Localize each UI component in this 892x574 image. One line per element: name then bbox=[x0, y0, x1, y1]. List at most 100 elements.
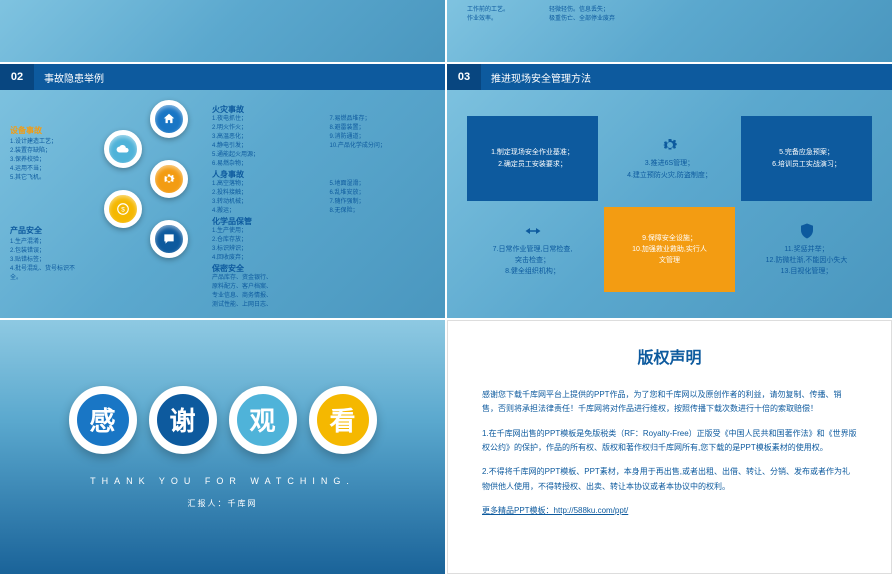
node-home-icon bbox=[150, 100, 188, 138]
gear-icon bbox=[661, 136, 679, 154]
slide4-number: 03 bbox=[447, 64, 481, 90]
slide5-body: 感 谢 观 看 THANK YOU FOR WATCHING. 汇报人：千库网 bbox=[0, 320, 445, 574]
text: 10.产品化学成分问； bbox=[330, 142, 436, 151]
slide4-title: 推进现场安全管理方法 bbox=[481, 70, 591, 85]
slide4-grid: 1.制定现场安全作业基准；2.确定员工安装要求； 3.推进6S管理；4.建立预防火… bbox=[447, 90, 892, 318]
cell-lines: 11.奖惩并举；12.防微杜渐,不能因小失大13.目视化管理； bbox=[766, 244, 848, 278]
text: 8.健全组织机构； bbox=[493, 266, 573, 277]
text: 9.保障安全设施； bbox=[632, 233, 707, 244]
category-label: 人身事故 bbox=[212, 169, 435, 180]
text: 6.乱堆安放； bbox=[330, 189, 436, 198]
category-block: 人身事故1.高空落物；2.投料接触；3.转动机械；4.搬运；5.地面湿滑；6.乱… bbox=[212, 169, 435, 216]
text: 6.易燃杂物； bbox=[212, 160, 318, 169]
text: 1.夜电抓住； bbox=[212, 115, 318, 124]
method-cell: 11.奖惩并举；12.防微杜渐,不能因小失大13.目视化管理； bbox=[741, 207, 872, 292]
text: 6.培训员工实战演习； bbox=[772, 159, 841, 170]
presenter-label: 汇报人：千库网 bbox=[188, 498, 258, 509]
text: 11.奖惩并举； bbox=[766, 244, 848, 255]
category-lines: 产品库存、资金银行、原料配方、客户档案、专业信息、商务情报、测试性能、上网日志、 bbox=[212, 274, 435, 310]
slide6-body: 版权声明 感谢您下载千库网平台上提供的PPT作品，为了您和千库网以及原创作者的利… bbox=[448, 321, 891, 553]
text: 作业效率。 bbox=[467, 13, 509, 22]
category-block: 保密安全产品库存、资金银行、原料配方、客户档案、专业信息、商务情报、测试性能、上… bbox=[212, 263, 435, 310]
text: 13.目视化管理； bbox=[766, 266, 848, 277]
slide3-body: 设备事故 1.设计建造工艺； 2.装置存缺陷； 3.保养校验； 4.运用不当； … bbox=[0, 90, 445, 318]
text: 1.制定现场安全作业基准； bbox=[491, 147, 574, 158]
node-chat-icon bbox=[150, 220, 188, 258]
text: 5.通能起火用源； bbox=[212, 151, 318, 160]
slide-safety-methods: 03 推进现场安全管理方法 1.制定现场安全作业基准；2.确定员工安装要求； 3.… bbox=[447, 64, 892, 318]
text: 12.防微杜渐,不能因小失大 bbox=[766, 255, 848, 266]
thank-english: THANK YOU FOR WATCHING. bbox=[90, 476, 355, 486]
slide-2-partial: 工作前的工艺。 作业效率。 轻微轻伤。信息丢失； 极重伤亡、全部停业废弃 bbox=[447, 0, 892, 62]
cell-lines: 3.推进6S管理；4.建立预防火灾,防盗制度； bbox=[627, 158, 712, 180]
cell-lines: 1.制定现场安全作业基准；2.确定员工安装要求； bbox=[491, 147, 574, 169]
circle-char-4: 看 bbox=[309, 386, 377, 454]
text: 极重伤亡、全部停业废弃 bbox=[549, 13, 615, 22]
category-label: 产品安全 bbox=[10, 225, 80, 236]
text: 4.建立预防火灾,防盗制度； bbox=[627, 170, 712, 181]
method-cell: 3.推进6S管理；4.建立预防火灾,防盗制度； bbox=[604, 116, 735, 201]
text: 3.保养校验； bbox=[10, 156, 80, 165]
s3-flow-diagram: $ bbox=[86, 104, 206, 304]
text: 7.日常作业管理,日常检查, bbox=[493, 244, 573, 255]
text: 3.推进6S管理； bbox=[627, 158, 712, 169]
slide-copyright: 版权声明 感谢您下载千库网平台上提供的PPT作品，为了您和千库网以及原创作者的利… bbox=[447, 320, 892, 574]
text: 3.高温恶化； bbox=[212, 133, 318, 142]
text: 1.生产混淆； bbox=[10, 238, 80, 247]
text: 2.包装错误； bbox=[10, 247, 80, 256]
node-gear-icon bbox=[150, 160, 188, 198]
text: 文管理 bbox=[632, 255, 707, 266]
text: 原料配方、客户档案、 bbox=[212, 283, 435, 292]
text: 7.随作强制； bbox=[330, 198, 436, 207]
text: 3.标识辨识； bbox=[212, 245, 435, 254]
circle-char-2: 谢 bbox=[149, 386, 217, 454]
text: 2.仓库存放； bbox=[212, 236, 435, 245]
text: 3.转动机械； bbox=[212, 198, 318, 207]
copyright-para-2: 1.在千库网出售的PPT模板是免版税类（RF：Royalty-Free）正版受《… bbox=[482, 427, 857, 456]
s3-left-column: 设备事故 1.设计建造工艺； 2.装置存缺陷； 3.保养校验； 4.运用不当； … bbox=[10, 104, 80, 304]
text: 4.批号混乱、货号标识不全。 bbox=[10, 265, 80, 283]
slide3-number: 02 bbox=[0, 64, 34, 90]
slide4-header: 03 推进现场安全管理方法 bbox=[447, 64, 892, 90]
text: 5.完备应急预案； bbox=[772, 147, 841, 158]
copyright-para-1: 感谢您下载千库网平台上提供的PPT作品，为了您和千库网以及原创作者的利益，请勿复… bbox=[482, 388, 857, 417]
text: 2.投料接触； bbox=[212, 189, 318, 198]
category-block: 设备事故 1.设计建造工艺； 2.装置存缺陷； 3.保养校验； 4.运用不当； … bbox=[10, 125, 80, 183]
text: 4.运用不当； bbox=[10, 165, 80, 174]
hands-icon bbox=[524, 222, 542, 240]
node-dollar-icon: $ bbox=[104, 190, 142, 228]
category-block: 化学品保管1.生产使用；2.仓库存放；3.标识辨识；4.回收废弃； bbox=[212, 216, 435, 263]
category-label: 设备事故 bbox=[10, 125, 80, 136]
cell-lines: 5.完备应急预案；6.培训员工实战演习； bbox=[772, 147, 841, 169]
text: 产品库存、资金银行、 bbox=[212, 274, 435, 283]
category-lines: 1.生产混淆； 2.包装错误； 3.贴错标签； 4.批号混乱、货号标识不全。 bbox=[10, 238, 80, 283]
text: 9.消防通道； bbox=[330, 133, 436, 142]
text: 3.贴错标签； bbox=[10, 256, 80, 265]
method-cell: 5.完备应急预案；6.培训员工实战演习； bbox=[741, 116, 872, 201]
text: 4.静电引发； bbox=[212, 142, 318, 151]
text: 5.地面湿滑； bbox=[330, 180, 436, 189]
slide-accident-examples: 02 事故隐患举例 设备事故 1.设计建造工艺； 2.装置存缺陷； 3.保养校验… bbox=[0, 64, 445, 318]
category-lines: 1.夜电抓住；2.明火作火；3.高温恶化；4.静电引发；5.通能起火用源；6.易… bbox=[212, 115, 435, 169]
text: 8.无保险； bbox=[330, 207, 436, 216]
method-cell: 1.制定现场安全作业基准；2.确定员工安装要求； bbox=[467, 116, 598, 201]
category-lines: 1.高空落物；2.投料接触；3.转动机械；4.搬运；5.地面湿滑；6.乱堆安放；… bbox=[212, 180, 435, 216]
more-templates-link[interactable]: 更多精品PPT模板：http://588ku.com/ppt/ bbox=[482, 506, 628, 515]
category-block: 产品安全 1.生产混淆； 2.包装错误； 3.贴错标签； 4.批号混乱、货号标识… bbox=[10, 225, 80, 283]
text: 2.明火作火； bbox=[212, 124, 318, 133]
s3-right-column: 火灾事故1.夜电抓住；2.明火作火；3.高温恶化；4.静电引发；5.通能起火用源… bbox=[212, 104, 435, 304]
text: 2.装置存缺陷； bbox=[10, 147, 80, 156]
text: 8.避雷装置； bbox=[330, 124, 436, 133]
slide-1-partial bbox=[0, 0, 445, 62]
text: 轻微轻伤。信息丢失； bbox=[549, 4, 615, 13]
slide3-title: 事故隐患举例 bbox=[34, 70, 104, 85]
copyright-title: 版权声明 bbox=[482, 345, 857, 374]
cell-lines: 9.保障安全设施；10.加强救业救助,实行人文管理 bbox=[632, 233, 707, 267]
shield-icon bbox=[798, 222, 816, 240]
category-block: 火灾事故1.夜电抓住；2.明火作火；3.高温恶化；4.静电引发；5.通能起火用源… bbox=[212, 104, 435, 169]
svg-text:$: $ bbox=[121, 206, 125, 213]
category-label: 火灾事故 bbox=[212, 104, 435, 115]
text: 4.回收废弃； bbox=[212, 254, 435, 263]
s2-left-lines: 工作前的工艺。 作业效率。 bbox=[467, 4, 509, 22]
circle-char-1: 感 bbox=[69, 386, 137, 454]
